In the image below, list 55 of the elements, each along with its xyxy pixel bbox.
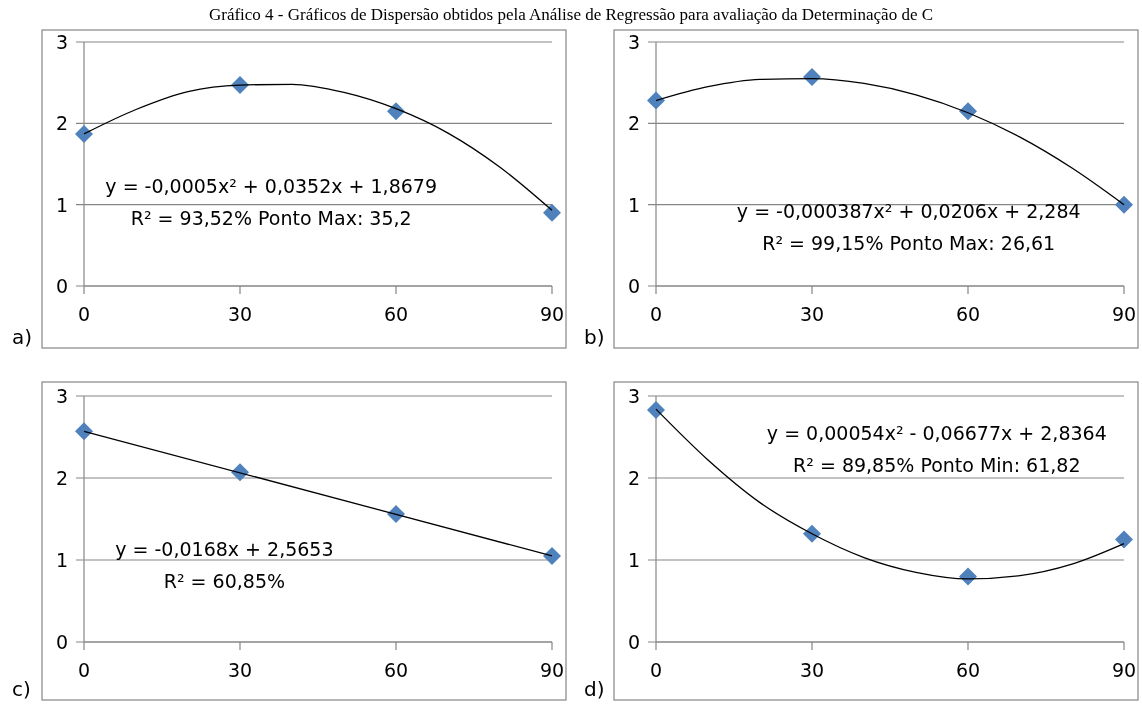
point bbox=[959, 567, 977, 586]
annotation: y = -0,0005x² + 0,0352x + 1,8679 bbox=[105, 175, 438, 198]
annotation: y = -0,000387x² + 0,0206x + 2,284 bbox=[736, 199, 1081, 222]
x-tick-label: 0 bbox=[77, 303, 91, 325]
text: c) bbox=[12, 677, 31, 701]
x-tick-label: 90 bbox=[1111, 659, 1137, 681]
y-tick-label: 1 bbox=[55, 193, 69, 216]
y-tick-label: 1 bbox=[55, 549, 69, 571]
text: a) bbox=[12, 325, 33, 349]
y-tick-label: 3 bbox=[627, 385, 641, 407]
point bbox=[1115, 530, 1133, 549]
x-tick-label: 30 bbox=[799, 303, 825, 325]
x-tick-label: 90 bbox=[1111, 303, 1137, 325]
x-tick-label: 60 bbox=[955, 303, 981, 325]
text: d) bbox=[584, 677, 605, 701]
y-tick-label: 2 bbox=[55, 467, 69, 489]
y-tick-label: 2 bbox=[627, 112, 641, 135]
point bbox=[75, 124, 93, 143]
annotation: R² = 99,15% Ponto Max: 26,61 bbox=[762, 231, 1056, 254]
x-tick-label: 90 bbox=[539, 303, 565, 325]
x-tick-label: 90 bbox=[539, 659, 565, 681]
y-tick-label: 3 bbox=[55, 31, 69, 53]
annotation: y = 0,00054x² - 0,06677x + 2,8364 bbox=[766, 422, 1107, 445]
x-tick-label: 30 bbox=[227, 659, 253, 681]
y-tick-label: 0 bbox=[627, 631, 641, 653]
y-tick-label: 1 bbox=[627, 193, 641, 216]
annotation: y = -0,0168x + 2,5653 bbox=[115, 537, 334, 560]
text: b) bbox=[584, 325, 605, 349]
chart-title: Gráfico 4 - Gráficos de Dispersão obtidos pela Análise de Regressão para avaliação da Determinação de C bbox=[208, 5, 934, 24]
x-tick-label: 60 bbox=[383, 303, 409, 325]
y-tick-label: 3 bbox=[55, 385, 69, 407]
annotation: R² = 60,85% bbox=[163, 569, 286, 592]
point bbox=[543, 203, 561, 222]
y-tick-label: 2 bbox=[55, 112, 69, 135]
y-tick-label: 2 bbox=[627, 467, 641, 489]
y-tick-label: 0 bbox=[627, 275, 641, 297]
x-tick-label: 60 bbox=[955, 659, 981, 681]
point bbox=[647, 91, 665, 110]
x-tick-label: 30 bbox=[799, 659, 825, 681]
point bbox=[803, 67, 821, 86]
y-tick-label: 0 bbox=[55, 275, 69, 297]
annotation: R² = 89,85% Ponto Min: 61,82 bbox=[793, 454, 1081, 477]
annotation: R² = 93,52% Ponto Max: 35,2 bbox=[130, 207, 412, 230]
x-tick-label: 0 bbox=[649, 659, 663, 681]
x-tick-label: 30 bbox=[227, 303, 253, 325]
point bbox=[647, 400, 665, 419]
point bbox=[543, 546, 561, 565]
x-tick-label: 60 bbox=[383, 659, 409, 681]
point bbox=[1115, 195, 1133, 214]
x-tick-label: 0 bbox=[649, 303, 663, 325]
y-tick-label: 1 bbox=[627, 549, 641, 571]
x-tick-label: 0 bbox=[77, 659, 91, 681]
y-tick-label: 0 bbox=[55, 631, 69, 653]
point bbox=[75, 422, 93, 441]
y-tick-label: 3 bbox=[627, 31, 641, 53]
